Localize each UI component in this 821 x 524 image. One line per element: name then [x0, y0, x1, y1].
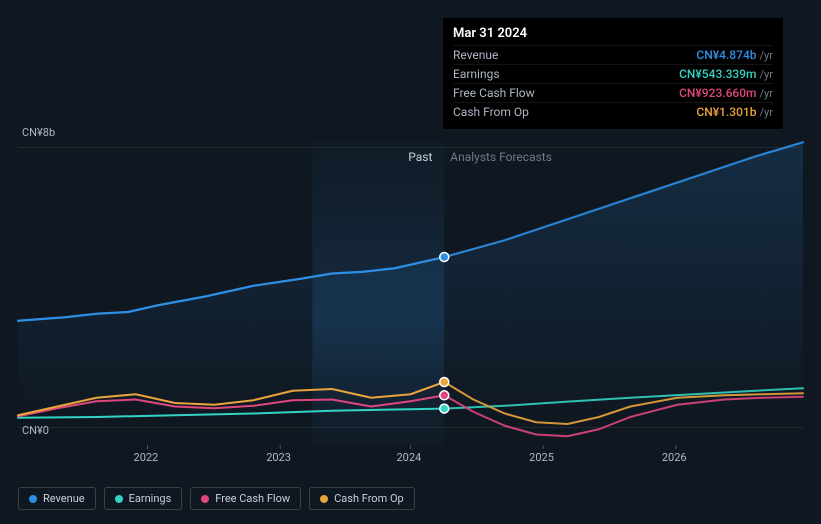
tooltip-row-earnings: Earnings CN¥543.339m/yr	[453, 64, 773, 83]
tooltip-unit: /yr	[760, 106, 773, 119]
x-axis-tick: 2026	[662, 451, 687, 464]
tooltip-row-fcf: Free Cash Flow CN¥923.660m/yr	[453, 83, 773, 102]
chart-legend: Revenue Earnings Free Cash Flow Cash Fro…	[18, 487, 415, 510]
x-axis-tick: 2023	[266, 451, 291, 464]
tooltip-value: CN¥4.874b	[696, 48, 756, 62]
legend-dot-icon	[201, 495, 209, 503]
tooltip-unit: /yr	[760, 49, 773, 62]
tooltip-label: Cash From Op	[453, 105, 563, 119]
forecast-region-label: Analysts Forecasts	[450, 150, 552, 164]
legend-dot-icon	[29, 495, 37, 503]
tooltip-label: Free Cash Flow	[453, 86, 563, 100]
legend-label: Revenue	[43, 492, 85, 505]
tooltip-value: CN¥923.660m	[679, 86, 756, 100]
legend-item-cfo[interactable]: Cash From Op	[309, 487, 415, 510]
y-axis-tick: CN¥8b	[22, 126, 55, 139]
tooltip-value: CN¥543.339m	[679, 67, 756, 81]
tooltip-unit: /yr	[760, 87, 773, 100]
past-region-label: Past	[408, 150, 432, 164]
legend-label: Earnings	[129, 492, 172, 505]
tooltip-row-revenue: Revenue CN¥4.874b/yr	[453, 45, 773, 64]
legend-item-earnings[interactable]: Earnings	[104, 487, 183, 510]
legend-dot-icon	[320, 495, 328, 503]
tooltip-value: CN¥1.301b	[696, 105, 756, 119]
x-axis-tick: 2022	[134, 451, 159, 464]
financial-history-chart: { "chart": { "type": "line", "width": 82…	[0, 0, 821, 524]
legend-dot-icon	[115, 495, 123, 503]
legend-item-revenue[interactable]: Revenue	[18, 487, 96, 510]
x-axis-tick: 2024	[397, 451, 422, 464]
tooltip-label: Revenue	[453, 48, 563, 62]
tooltip-date: Mar 31 2024	[453, 26, 773, 41]
legend-label: Free Cash Flow	[215, 492, 290, 505]
y-axis-tick: CN¥0	[22, 424, 49, 437]
tooltip-row-cfo: Cash From Op CN¥1.301b/yr	[453, 102, 773, 121]
chart-tooltip: Mar 31 2024 Revenue CN¥4.874b/yr Earning…	[443, 18, 783, 129]
legend-label: Cash From Op	[334, 492, 404, 505]
tooltip-unit: /yr	[760, 68, 773, 81]
x-axis-tick: 2025	[529, 451, 554, 464]
legend-item-fcf[interactable]: Free Cash Flow	[190, 487, 301, 510]
tooltip-label: Earnings	[453, 67, 563, 81]
